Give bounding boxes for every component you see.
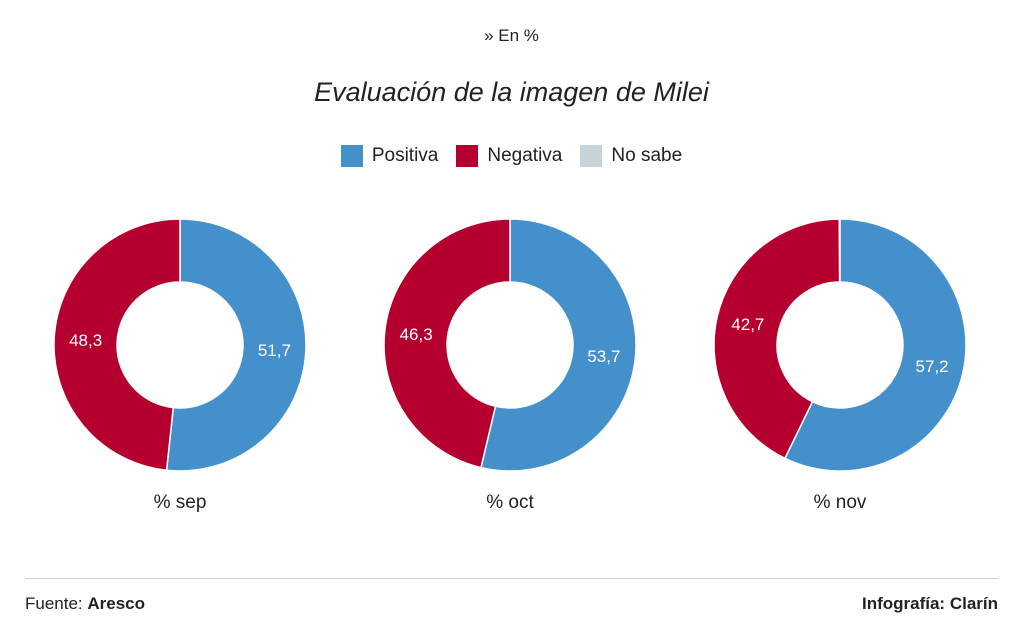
slice-value-label: 48,3 xyxy=(69,331,102,350)
donut-slice-positiva xyxy=(480,218,637,472)
legend-label-negativa: Negativa xyxy=(487,145,563,166)
legend-swatch-no-sabe xyxy=(580,145,603,167)
chart-title: Evaluación de la imagen de Milei xyxy=(314,77,709,107)
legend-label-no-sabe: No sabe xyxy=(611,145,683,166)
chart-caption: % nov xyxy=(814,492,867,513)
infographic-credit: Infografía: Clarín xyxy=(861,594,998,613)
donut-slice-negativa xyxy=(713,218,841,460)
legend: Positiva Negativa No sabe xyxy=(0,145,1023,167)
donut-slice-positiva xyxy=(783,218,967,472)
legend-swatch-positiva xyxy=(340,145,363,167)
chart-subtitle: » En % xyxy=(484,26,539,45)
donut-chart-1: 51,7 48,3 % sep xyxy=(53,218,307,513)
legend-item-no-sabe: No sabe xyxy=(580,145,682,167)
legend-item-positiva: Positiva xyxy=(340,145,439,167)
donut-slice-negativa xyxy=(383,218,511,469)
source-name: Aresco xyxy=(87,594,146,613)
donut-slice-negativa xyxy=(53,218,181,472)
chart-caption: % sep xyxy=(154,492,207,513)
slice-value-label: 42,7 xyxy=(731,315,764,334)
chart-caption: % oct xyxy=(486,492,534,513)
legend-swatch-negativa xyxy=(456,145,479,167)
slice-value-label: 46,3 xyxy=(400,325,433,344)
legend-item-negativa: Negativa xyxy=(456,145,562,167)
legend-label-positiva: Positiva xyxy=(371,145,439,166)
source-prefix: Fuente: xyxy=(25,594,88,613)
slice-value-label: 53,7 xyxy=(587,347,620,366)
slice-value-label: 51,7 xyxy=(258,341,291,360)
source-note: Fuente: Aresco xyxy=(25,594,145,614)
donut-chart-2: 53,7 46,3 % oct xyxy=(383,218,637,513)
footer-divider xyxy=(25,578,998,579)
donut-slice-positiva xyxy=(165,218,307,472)
donut-chart-3: 57,2 42,7 % nov xyxy=(713,218,967,513)
slice-value-label: 57,2 xyxy=(916,357,949,376)
